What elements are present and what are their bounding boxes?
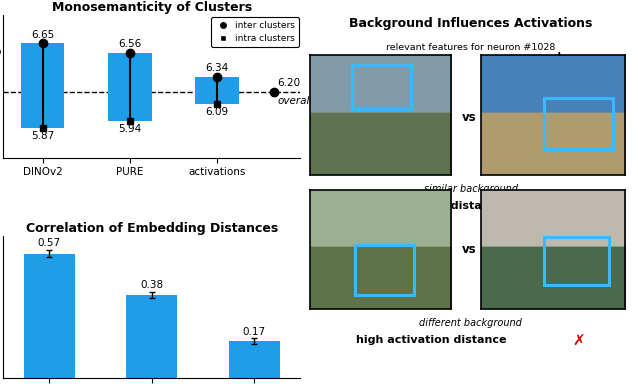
Text: 5.94: 5.94 [118, 124, 142, 134]
Y-axis label: distance of
CLIP embeddings: distance of CLIP embeddings [0, 42, 2, 132]
Text: different background: different background [419, 318, 522, 328]
Text: ✗: ✗ [573, 334, 586, 349]
Text: overall: overall [278, 96, 313, 107]
Y-axis label: correlation with
CLIP distances: correlation with CLIP distances [0, 266, 2, 348]
Bar [108, 52, 152, 120]
Text: Background Influences Activations: Background Influences Activations [349, 17, 592, 30]
Legend: inter clusters, intra clusters: inter clusters, intra clusters [211, 17, 299, 47]
Bar [24, 254, 75, 378]
Title: Correlation of Embedding Distances: Correlation of Embedding Distances [26, 222, 278, 235]
Text: low activation distance: low activation distance [359, 201, 503, 211]
Bar [228, 341, 279, 378]
Bar [195, 77, 239, 104]
Text: 6.34: 6.34 [205, 63, 229, 73]
Text: vs: vs [462, 110, 477, 124]
Text: vs: vs [462, 243, 477, 256]
Bar [20, 43, 64, 128]
Title: Monosemanticity of Clusters: Monosemanticity of Clusters [52, 1, 252, 14]
Text: 5.87: 5.87 [31, 132, 54, 141]
Bar [126, 295, 177, 378]
Text: 0.38: 0.38 [140, 280, 163, 290]
Text: 6.20: 6.20 [278, 78, 300, 88]
Text: 0.17: 0.17 [242, 327, 265, 337]
Text: 6.09: 6.09 [205, 107, 229, 117]
Text: 0.57: 0.57 [38, 239, 61, 249]
Text: relevant features for neuron #1028: relevant features for neuron #1028 [386, 42, 555, 52]
Text: similar background: similar background [424, 184, 517, 194]
Text: 6.56: 6.56 [118, 39, 142, 49]
Text: high activation distance: high activation distance [356, 335, 507, 345]
Text: 6.65: 6.65 [31, 29, 54, 39]
Text: ✓: ✓ [569, 200, 582, 214]
